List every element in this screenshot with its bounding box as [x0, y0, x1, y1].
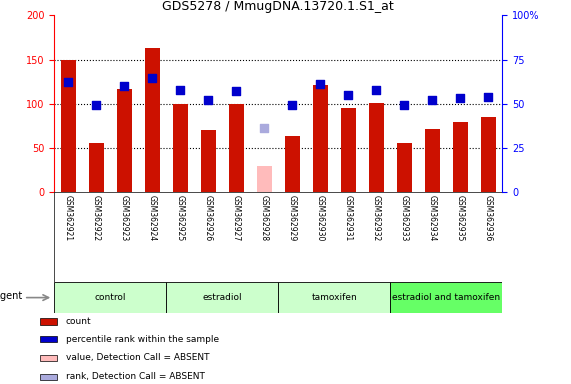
Point — [344, 92, 353, 98]
Point — [204, 97, 213, 103]
Text: GSM362936: GSM362936 — [484, 195, 493, 241]
Bar — [313, 85, 328, 192]
Bar — [481, 117, 496, 192]
Bar — [279, 282, 391, 313]
Text: GSM362927: GSM362927 — [232, 195, 241, 241]
Bar — [256, 166, 272, 192]
Text: GSM362931: GSM362931 — [344, 195, 353, 241]
Text: value, Detection Call = ABSENT: value, Detection Call = ABSENT — [66, 353, 209, 362]
Bar — [341, 108, 356, 192]
Bar — [116, 89, 132, 192]
Bar — [172, 104, 188, 192]
Bar — [89, 144, 104, 192]
Text: estradiol: estradiol — [203, 293, 242, 302]
Point — [260, 125, 269, 131]
Bar — [166, 282, 278, 313]
Bar — [369, 103, 384, 192]
Bar — [40, 374, 57, 380]
Point — [428, 97, 437, 103]
Text: GSM362926: GSM362926 — [204, 195, 213, 241]
Bar — [285, 136, 300, 192]
Point — [400, 101, 409, 108]
Text: GSM362930: GSM362930 — [316, 195, 325, 241]
Bar — [391, 282, 502, 313]
Point — [232, 88, 241, 94]
Text: GSM362934: GSM362934 — [428, 195, 437, 241]
Bar — [425, 129, 440, 192]
Bar — [228, 104, 244, 192]
Text: GSM362929: GSM362929 — [288, 195, 297, 241]
Point — [316, 81, 325, 87]
Text: GSM362922: GSM362922 — [92, 195, 100, 241]
Point — [372, 88, 381, 94]
Bar — [40, 318, 57, 325]
Bar — [40, 354, 57, 361]
Title: GDS5278 / MmugDNA.13720.1.S1_at: GDS5278 / MmugDNA.13720.1.S1_at — [163, 0, 394, 13]
Point — [288, 103, 297, 109]
Bar — [144, 48, 160, 192]
Text: GSM362924: GSM362924 — [148, 195, 157, 241]
Bar — [200, 130, 216, 192]
Text: estradiol and tamoxifen: estradiol and tamoxifen — [392, 293, 501, 302]
Text: GSM362935: GSM362935 — [456, 195, 465, 241]
Text: GSM362933: GSM362933 — [400, 195, 409, 241]
Text: rank, Detection Call = ABSENT: rank, Detection Call = ABSENT — [66, 372, 204, 381]
Bar — [453, 122, 468, 192]
Point — [484, 94, 493, 100]
Bar — [54, 282, 166, 313]
Point — [176, 88, 185, 94]
Point — [456, 95, 465, 101]
Text: control: control — [95, 293, 126, 302]
Text: GSM362923: GSM362923 — [120, 195, 129, 241]
Text: agent: agent — [0, 291, 23, 301]
Text: GSM362932: GSM362932 — [372, 195, 381, 241]
Text: percentile rank within the sample: percentile rank within the sample — [66, 335, 219, 344]
Point — [92, 101, 101, 108]
Text: GSM362925: GSM362925 — [176, 195, 185, 241]
Text: count: count — [66, 317, 91, 326]
Point — [120, 83, 129, 89]
Text: tamoxifen: tamoxifen — [312, 293, 357, 302]
Point — [148, 75, 157, 81]
Bar — [61, 60, 76, 192]
Bar — [397, 142, 412, 192]
Text: GSM362928: GSM362928 — [260, 195, 269, 241]
Bar — [40, 336, 57, 343]
Text: GSM362921: GSM362921 — [64, 195, 73, 241]
Point — [64, 79, 73, 85]
